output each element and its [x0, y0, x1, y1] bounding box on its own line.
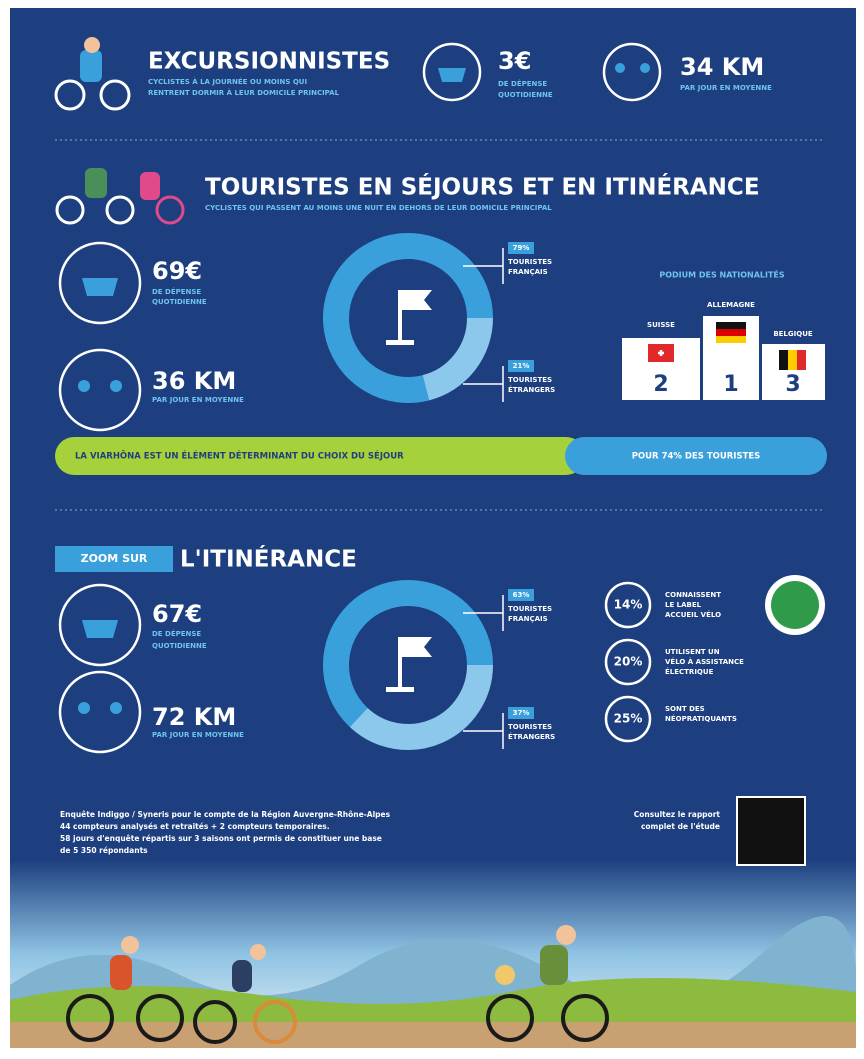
segment-caption: TOURISTES [508, 723, 552, 731]
fact-pct: 25% [614, 712, 643, 726]
report-link: Consultez le rapport [634, 810, 721, 819]
rank: 1 [723, 372, 738, 397]
section-title: TOURISTES EN SÉJOURS ET EN ITINÉRANCE [205, 173, 760, 201]
banner-text: POUR 74% DES TOURISTES [632, 452, 761, 462]
source: de 5 350 répondants [60, 846, 148, 855]
source: 44 compteurs analysés et retraités + 2 c… [60, 822, 330, 831]
rank: 3 [785, 372, 800, 397]
qr-code[interactable] [737, 797, 805, 865]
caption: PAR JOUR EN MOYENNE [680, 84, 772, 92]
subtitle: CYCLISTES À LA JOURNÉE OU MOINS QUI [148, 77, 307, 86]
subtitle: CYCLISTES QUI PASSENT AU MOINS UNE NUIT … [205, 204, 552, 212]
pin [78, 380, 90, 392]
distance: 36 KM [152, 367, 236, 395]
pin [615, 63, 625, 73]
basket [438, 68, 466, 82]
fact-text: LE LABEL [665, 601, 702, 609]
pin [78, 702, 90, 714]
infographic: EXCURSIONNISTES CYCLISTES À LA JOURNÉE O… [0, 0, 864, 1055]
flag-be [779, 350, 806, 370]
section-title: L'ITINÉRANCE [180, 545, 357, 573]
banner-text: LA VIARHÔNA EST UN ÉLÉMENT DÉTERMINANT D… [75, 450, 404, 462]
fact-text: NÉOPRATIQUANTS [665, 714, 737, 723]
pin [110, 380, 122, 392]
caption: QUOTIDIENNE [498, 91, 553, 99]
fact-text: VÉLO À ASSISTANCE [665, 657, 744, 666]
distance: 34 KM [680, 53, 764, 81]
rank: 2 [653, 372, 668, 397]
caption: DE DÉPENSE [498, 79, 547, 88]
zoom-tag-text: ZOOM SUR [81, 552, 148, 565]
segment-caption: TOURISTES [508, 258, 552, 266]
label-badge-inner [771, 581, 819, 629]
flag-pole [398, 637, 402, 687]
fact-text: CONNAISSENT [665, 591, 721, 599]
subtitle: RENTRENT DORMIR À LEUR DOMICILE PRINCIPA… [148, 88, 340, 97]
pin [110, 702, 122, 714]
page: {"excursionnistes": {"title": "EXCURSION… [0, 0, 864, 1055]
report-link: complet de l'étude [641, 822, 720, 831]
flag-pole [398, 290, 402, 340]
flag-base [386, 687, 414, 692]
segment-caption: TOURISTES [508, 605, 552, 613]
caption: DE DÉPENSE [152, 629, 201, 638]
section-title: EXCURSIONNISTES [148, 49, 390, 75]
caption: QUOTIDIENNE [152, 298, 207, 306]
segment-caption: ÉTRANGERS [508, 385, 555, 394]
source: 58 jours d'enquête répartis sur 3 saison… [60, 834, 382, 843]
fact-pct: 20% [614, 655, 643, 669]
pct-label: 21% [513, 362, 530, 370]
caption: DE DÉPENSE [152, 287, 201, 296]
flag-base [386, 340, 414, 345]
spending: 67€ [152, 600, 202, 628]
basket [82, 620, 118, 638]
segment-caption: ÉTRANGERS [508, 732, 555, 741]
flag-de [716, 322, 746, 343]
path [10, 1022, 856, 1048]
fact-text: UTILISENT UN [665, 648, 720, 656]
spending: 3€ [498, 47, 531, 75]
caption: PAR JOUR EN MOYENNE [152, 396, 244, 404]
fact-pct: 14% [614, 598, 643, 612]
country: ALLEMAGNE [707, 301, 755, 309]
segment-caption: FRANÇAIS [508, 615, 548, 623]
basket [82, 278, 118, 296]
podium-title: PODIUM DES NATIONALITÉS [659, 269, 785, 280]
pct-label: 79% [513, 244, 530, 252]
distance: 72 KM [152, 703, 236, 731]
country: BELGIQUE [773, 330, 813, 338]
fact-text: SONT DES [665, 705, 705, 713]
caption: PAR JOUR EN MOYENNE [152, 731, 244, 739]
fact-text: ACCUEIL VÉLO [665, 610, 721, 619]
fact-text: ÉLECTRIQUE [665, 667, 714, 676]
caption: QUOTIDIENNE [152, 642, 207, 650]
segment-caption: TOURISTES [508, 376, 552, 384]
country: SUISSE [647, 321, 675, 329]
pct-label: 63% [513, 591, 530, 599]
pin [640, 63, 650, 73]
source: Enquête Indiggo / Syneris pour le compte… [60, 810, 391, 819]
segment-caption: FRANÇAIS [508, 268, 548, 276]
spending: 69€ [152, 257, 202, 285]
pct-label: 37% [513, 709, 530, 717]
